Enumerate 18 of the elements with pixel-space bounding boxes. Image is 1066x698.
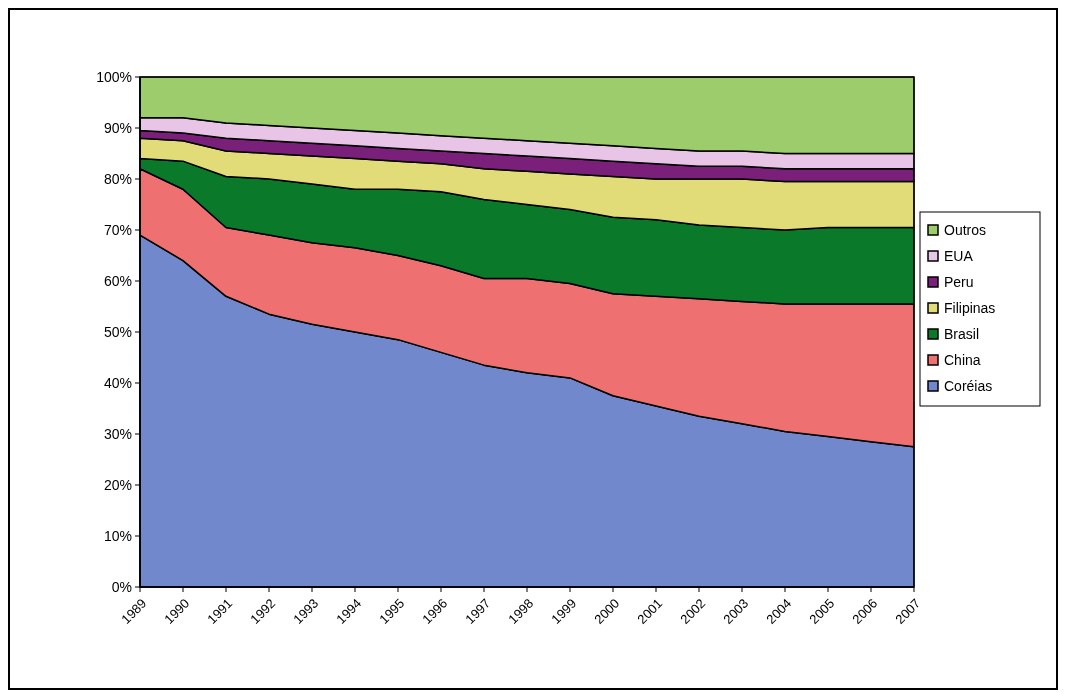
y-tick-label: 70% [103,221,132,238]
y-tick-label: 60% [103,272,132,289]
y-tick-label: 40% [103,374,132,391]
y-tick-label: 10% [103,527,132,544]
legend-label: Brasil [944,325,980,342]
y-tick-label: 100% [96,68,132,85]
legend-label: Coréias [944,377,993,394]
y-tick-label: 30% [103,425,132,442]
y-tick-label: 50% [103,323,132,340]
legend-label: EUA [944,247,974,264]
legend-label: Filipinas [944,299,996,316]
legend-label: Peru [944,273,974,290]
y-tick-label: 90% [103,119,132,136]
legend-label: Outros [944,221,987,238]
y-tick-label: 80% [103,170,132,187]
legend-label: China [944,351,981,368]
y-tick-label: 0% [111,578,132,595]
y-tick-label: 20% [103,476,132,493]
